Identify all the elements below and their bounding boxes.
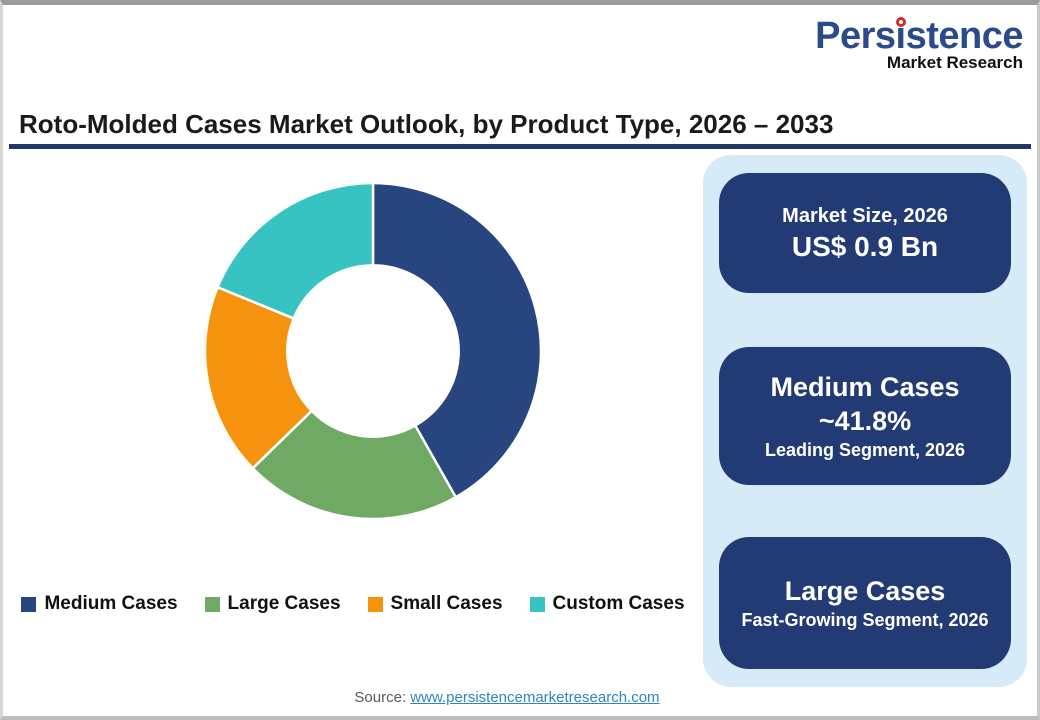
leading-segment-share: ~41.8% bbox=[818, 406, 912, 436]
logo-dot-icon bbox=[896, 17, 907, 27]
source-line: Source: www.persistencemarketresearch.co… bbox=[3, 689, 1011, 706]
fast-growing-segment-caption: Fast-Growing Segment, 2026 bbox=[741, 610, 989, 630]
donut-slice-custom-cases bbox=[215, 181, 375, 321]
market-size-title: Market Size, 2026 bbox=[782, 204, 948, 227]
fast-growing-segment-name: Large Cases bbox=[784, 576, 946, 606]
logo-subtitle: Market Research bbox=[886, 53, 1023, 72]
legend-item-small-cases: Small Cases bbox=[367, 593, 503, 615]
info-panel: Market Size, 2026 US$ 0.9 Bn Medium Case… bbox=[703, 155, 1027, 687]
leading-segment-name: Medium Cases bbox=[770, 372, 960, 402]
donut-chart-svg bbox=[203, 181, 543, 521]
page-title: Roto-Molded Cases Market Outlook, by Pro… bbox=[19, 109, 834, 139]
fast-growing-segment-card: Large Cases Fast-Growing Segment, 2026 bbox=[719, 537, 1011, 669]
legend-swatch-icon bbox=[204, 596, 220, 612]
logo: Persistence Market Research bbox=[815, 17, 1023, 73]
logo-brand: Persistence bbox=[815, 17, 1023, 55]
market-size-card: Market Size, 2026 US$ 0.9 Bn bbox=[719, 173, 1011, 293]
title-underline bbox=[9, 144, 1031, 149]
legend-label: Medium Cases bbox=[44, 593, 178, 614]
legend-swatch-icon bbox=[529, 596, 545, 612]
legend-item-large-cases: Large Cases bbox=[204, 593, 341, 615]
market-size-value: US$ 0.9 Bn bbox=[791, 230, 939, 262]
donut-chart bbox=[193, 171, 553, 531]
legend-label: Large Cases bbox=[227, 593, 341, 614]
legend-item-medium-cases: Medium Cases bbox=[21, 593, 178, 615]
donut-slice-small-cases bbox=[203, 285, 314, 471]
source-label: Source: bbox=[354, 689, 407, 706]
legend-label: Small Cases bbox=[390, 593, 503, 614]
logo-brand-text: Persistence bbox=[815, 15, 1023, 57]
legend-item-custom-cases: Custom Cases bbox=[529, 593, 685, 615]
donut-slice-medium-cases bbox=[371, 181, 543, 499]
legend-swatch-icon bbox=[367, 596, 383, 612]
source-link[interactable]: www.persistencemarketresearch.com bbox=[410, 689, 660, 706]
chart-legend: Medium Cases Large Cases Small Cases Custom… bbox=[3, 589, 703, 619]
legend-swatch-icon bbox=[21, 596, 37, 612]
donut-slice-large-cases bbox=[250, 409, 458, 521]
leading-segment-caption: Leading Segment, 2026 bbox=[764, 440, 966, 460]
leading-segment-card: Medium Cases ~41.8% Leading Segment, 202… bbox=[719, 347, 1011, 485]
legend-label: Custom Cases bbox=[552, 593, 685, 614]
